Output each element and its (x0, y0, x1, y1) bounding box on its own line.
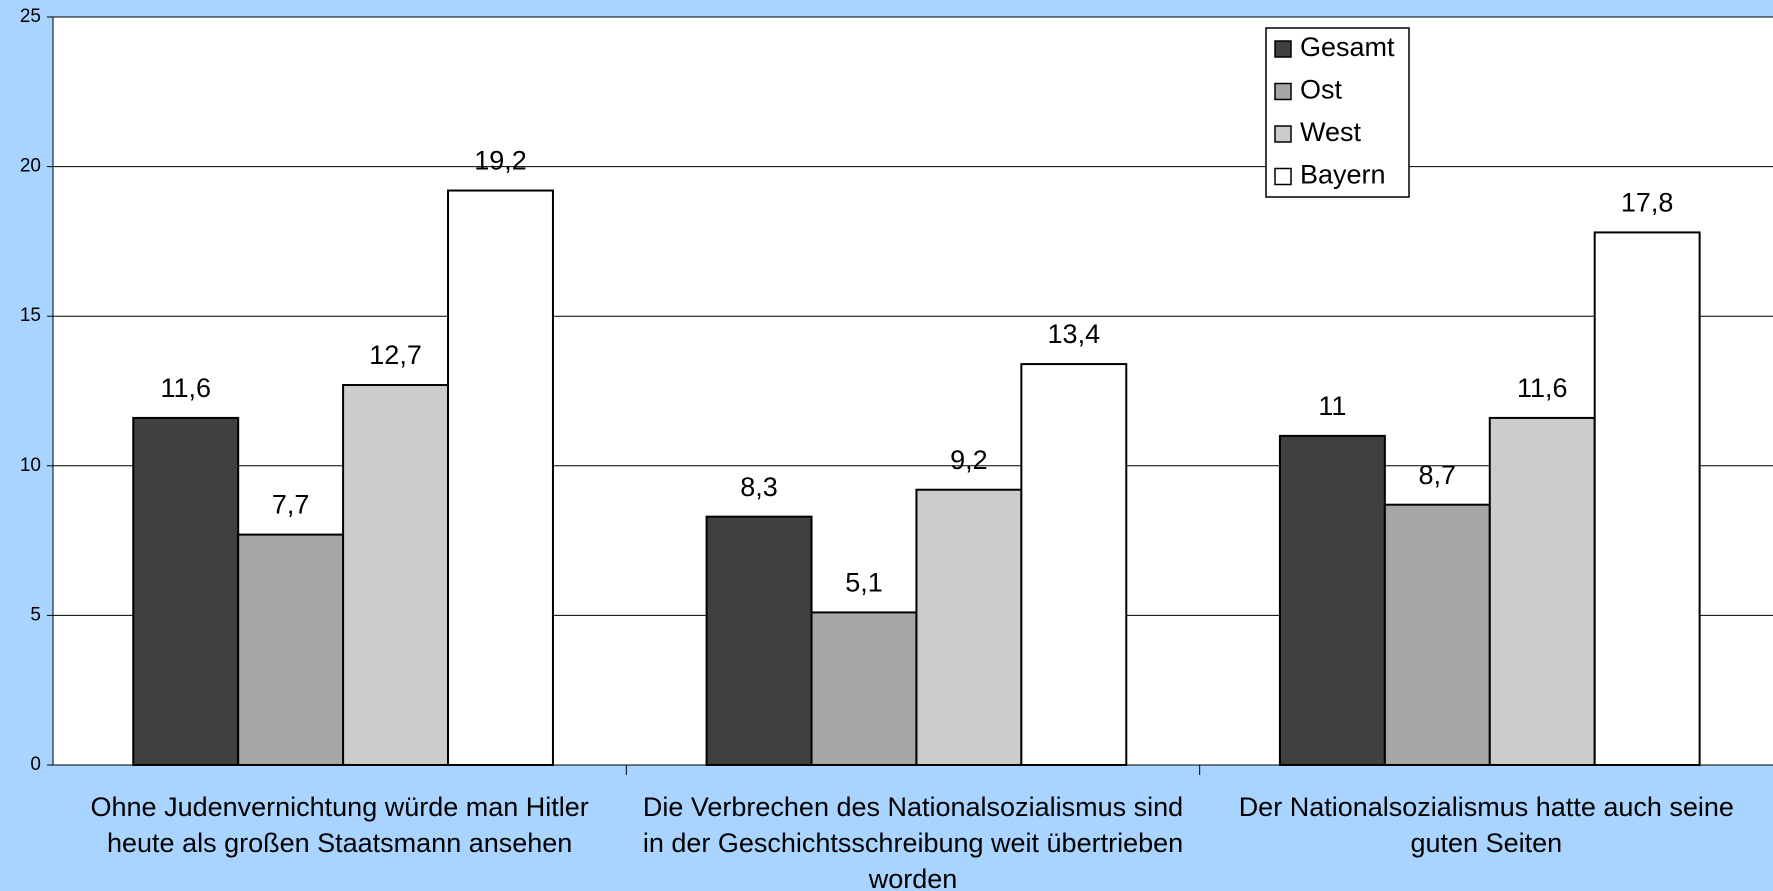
bar (1020, 363, 1128, 766)
bar (132, 416, 240, 766)
value-label: 11 (1318, 391, 1346, 421)
bar (237, 533, 345, 767)
bar (705, 515, 813, 766)
y-tick-label: 5 (30, 604, 41, 625)
bar (1593, 231, 1701, 766)
bar (342, 384, 450, 766)
bar (915, 488, 1023, 766)
legend-label: Ost (1300, 75, 1343, 105)
bar (1278, 434, 1386, 766)
legend-label: West (1300, 117, 1362, 147)
value-label: 8,7 (1419, 460, 1457, 490)
value-label: 9,2 (950, 445, 988, 475)
bar (447, 189, 554, 766)
y-tick-label: 15 (20, 305, 41, 326)
value-label: 11,6 (1517, 373, 1568, 403)
legend-label: Bayern (1300, 160, 1386, 190)
legend-swatch (1274, 82, 1292, 101)
legend-swatch (1274, 125, 1292, 143)
legend-label: Gesamt (1300, 32, 1395, 62)
bar (810, 611, 918, 767)
value-label: 12,7 (369, 340, 422, 370)
legend-swatch (1274, 167, 1292, 186)
x-tick-label: Ohne Judenvernichtung würde man Hitler h… (90, 792, 589, 858)
value-label: 5,1 (845, 568, 883, 598)
y-tick-label: 20 (20, 156, 41, 177)
legend-swatch (1274, 40, 1292, 58)
y-tick-label: 10 (20, 455, 41, 476)
y-tick-label: 0 (30, 754, 41, 775)
bar (1383, 503, 1491, 766)
value-label: 7,7 (272, 490, 310, 520)
bar (1488, 416, 1596, 766)
value-label: 11,6 (160, 373, 211, 403)
value-label: 17,8 (1621, 188, 1674, 218)
value-label: 8,3 (740, 472, 778, 502)
value-label: 13,4 (1048, 319, 1101, 349)
y-tick-label: 25 (20, 6, 41, 27)
x-tick-label: Die Verbrechen des Nationalsozialismus s… (642, 792, 1184, 891)
x-tick-label: Der Nationalsozialismus hatte auch seine… (1238, 792, 1734, 858)
value-label: 19,2 (474, 146, 527, 176)
